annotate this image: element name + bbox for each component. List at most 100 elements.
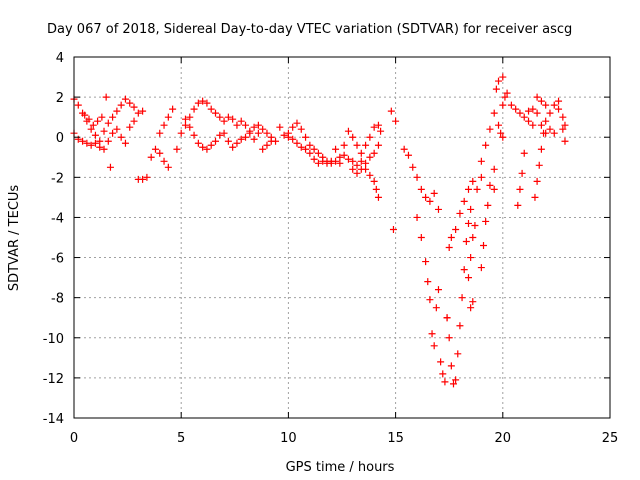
data-point [336,153,344,161]
data-point [480,242,488,250]
data-point [74,101,82,109]
data-point [229,115,237,123]
data-point [233,139,241,147]
data-point [85,115,93,123]
data-point [473,185,481,193]
data-point [212,109,220,117]
data-point [469,298,477,306]
data-point [190,131,198,139]
data-point [362,159,370,167]
y-tick-label: 0 [56,131,64,146]
data-point [220,129,228,137]
data-point [555,97,563,105]
data-point [486,125,494,133]
data-point [432,304,440,312]
data-point [499,133,507,141]
data-point [542,117,550,125]
data-point [520,113,528,121]
data-point [550,129,558,137]
data-point [537,97,545,105]
data-point [533,177,541,185]
data-point [460,197,468,205]
data-point [370,123,378,131]
data-point [106,163,114,171]
y-tick-label: -8 [51,292,64,307]
data-point [229,143,237,151]
data-point [207,141,215,149]
data-point [366,133,374,141]
data-point [297,143,305,151]
data-point [484,201,492,209]
data-point [370,177,378,185]
y-tick-label: -6 [51,252,64,267]
data-point [237,135,245,143]
data-point [113,125,121,133]
data-point [147,153,155,161]
data-point [477,264,485,272]
data-point [482,217,490,225]
data-point [126,99,134,107]
data-point [357,149,365,157]
data-point [207,105,215,113]
data-point [447,362,455,370]
data-point [477,157,485,165]
data-point [452,376,460,384]
data-point [121,95,129,103]
data-point [263,141,271,149]
data-point [156,149,164,157]
data-point [344,155,352,163]
data-point [203,145,211,153]
data-point [250,135,258,143]
data-point [254,129,262,137]
data-point [499,73,507,81]
data-point [499,101,507,109]
data-point [535,161,543,169]
x-tick-label: 10 [280,431,297,446]
data-point [79,137,87,145]
data-point [349,133,357,141]
data-point [306,149,314,157]
data-point [529,105,537,113]
data-point [456,322,464,330]
data-point [280,131,288,139]
data-point [362,141,370,149]
data-point [404,151,412,159]
data-point [87,141,95,149]
data-point [250,123,258,131]
y-tick-label: -14 [43,412,64,427]
data-point [490,165,498,173]
data-point [344,127,352,135]
data-point [447,234,455,241]
data-point [490,109,498,117]
data-point [276,123,284,131]
data-point [434,205,442,213]
data-point [199,143,207,151]
data-point [389,225,397,233]
x-axis-label: GPS time / hours [286,460,395,475]
data-point [306,141,314,149]
data-point [464,274,472,282]
data-point [469,234,477,241]
data-point [458,294,466,302]
data-point [164,163,172,171]
data-point [139,175,147,183]
data-point [445,244,453,252]
data-point [529,121,537,129]
data-point [314,159,322,167]
data-point [387,107,395,115]
data-point [555,105,563,113]
data-point [439,370,447,378]
data-point [242,133,250,141]
data-point [199,97,207,105]
x-tick-label: 0 [70,431,78,446]
data-point [460,266,468,274]
data-point [533,109,541,117]
y-tick-label: -2 [51,171,64,186]
data-point [514,201,522,209]
data-point [216,113,224,121]
data-point [186,123,194,131]
data-point [91,139,99,147]
data-point [507,101,515,109]
data-point [462,238,470,246]
data-point [293,139,301,147]
